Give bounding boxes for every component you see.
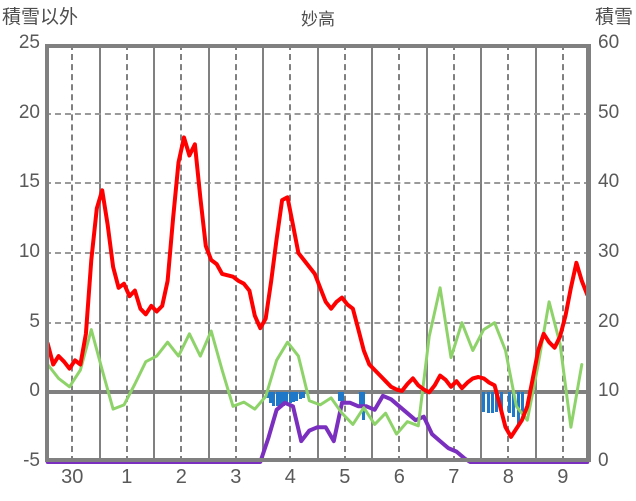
precipitation-bar — [512, 392, 516, 417]
precipitation-bar — [337, 392, 341, 401]
x-tick-label: 30 — [61, 466, 84, 488]
gridline-horizontal — [45, 182, 590, 185]
precipitation-bar — [292, 392, 296, 403]
left-axis-title: 積雪以外 — [2, 7, 79, 28]
precipitation-bar — [482, 392, 486, 412]
x-tick-label: 2 — [175, 466, 187, 488]
precipitation-bar — [282, 392, 286, 407]
precipitation-bar — [285, 392, 289, 405]
precipitation-bar — [295, 392, 299, 401]
left-tick-label: 15 — [18, 171, 40, 193]
right-tick-label: 40 — [598, 171, 620, 193]
x-tick-label: 4 — [284, 466, 296, 488]
precipitation-bar — [507, 392, 511, 414]
precipitation-bar — [301, 392, 305, 398]
x-tick-label: 6 — [393, 466, 405, 488]
gridline-horizontal — [45, 112, 590, 115]
precipitation-bar — [278, 392, 282, 407]
right-tick-label: 50 — [598, 101, 620, 123]
precipitation-bar — [520, 392, 524, 415]
x-tick-label: 7 — [448, 466, 460, 488]
x-tick-label: 1 — [121, 466, 133, 488]
precipitation-bar — [341, 392, 345, 403]
right-tick-label: 60 — [598, 32, 620, 53]
gridline-horizontal — [45, 252, 590, 254]
plot-frame — [45, 44, 590, 462]
precipitation-bar — [490, 392, 494, 414]
precipitation-bar — [288, 392, 292, 403]
right-tick-label: 10 — [598, 380, 620, 402]
precipitation-bar — [269, 392, 273, 404]
x-tick-label: 9 — [557, 466, 569, 488]
precipitation-bar — [495, 392, 499, 412]
right-axis-title: 積雪 — [594, 7, 633, 28]
left-tick-label: -5 — [23, 450, 40, 471]
x-tick-label: 3 — [230, 466, 242, 488]
precipitation-bar — [298, 392, 302, 400]
left-tick-label: 0 — [29, 380, 40, 402]
series-line-wind — [46, 286, 584, 436]
gridline-horizontal — [45, 321, 590, 324]
right-tick-label: 20 — [598, 310, 620, 332]
precipitation-bar — [275, 392, 279, 407]
series-line-snow-depth — [45, 393, 590, 464]
left-tick-label: 10 — [18, 241, 40, 262]
gridline-vertical — [589, 44, 591, 462]
right-tick-label: 0 — [598, 450, 609, 471]
left-tick-label: 25 — [18, 32, 40, 53]
chart-title: 妙高 — [301, 10, 335, 29]
precipitation-bar — [486, 392, 490, 414]
gridline-zero — [45, 390, 590, 395]
precipitation-bar — [358, 392, 362, 405]
right-tick-label: 30 — [598, 241, 620, 262]
left-tick-label: 5 — [29, 310, 40, 332]
left-tick-label: 20 — [18, 101, 40, 123]
precipitation-bar — [272, 392, 276, 407]
series-line-temperature — [45, 135, 590, 439]
plot-area — [45, 44, 591, 464]
series-lines — [45, 135, 590, 464]
x-tick-label: 8 — [502, 466, 514, 488]
x-tick-label: 5 — [339, 466, 351, 488]
